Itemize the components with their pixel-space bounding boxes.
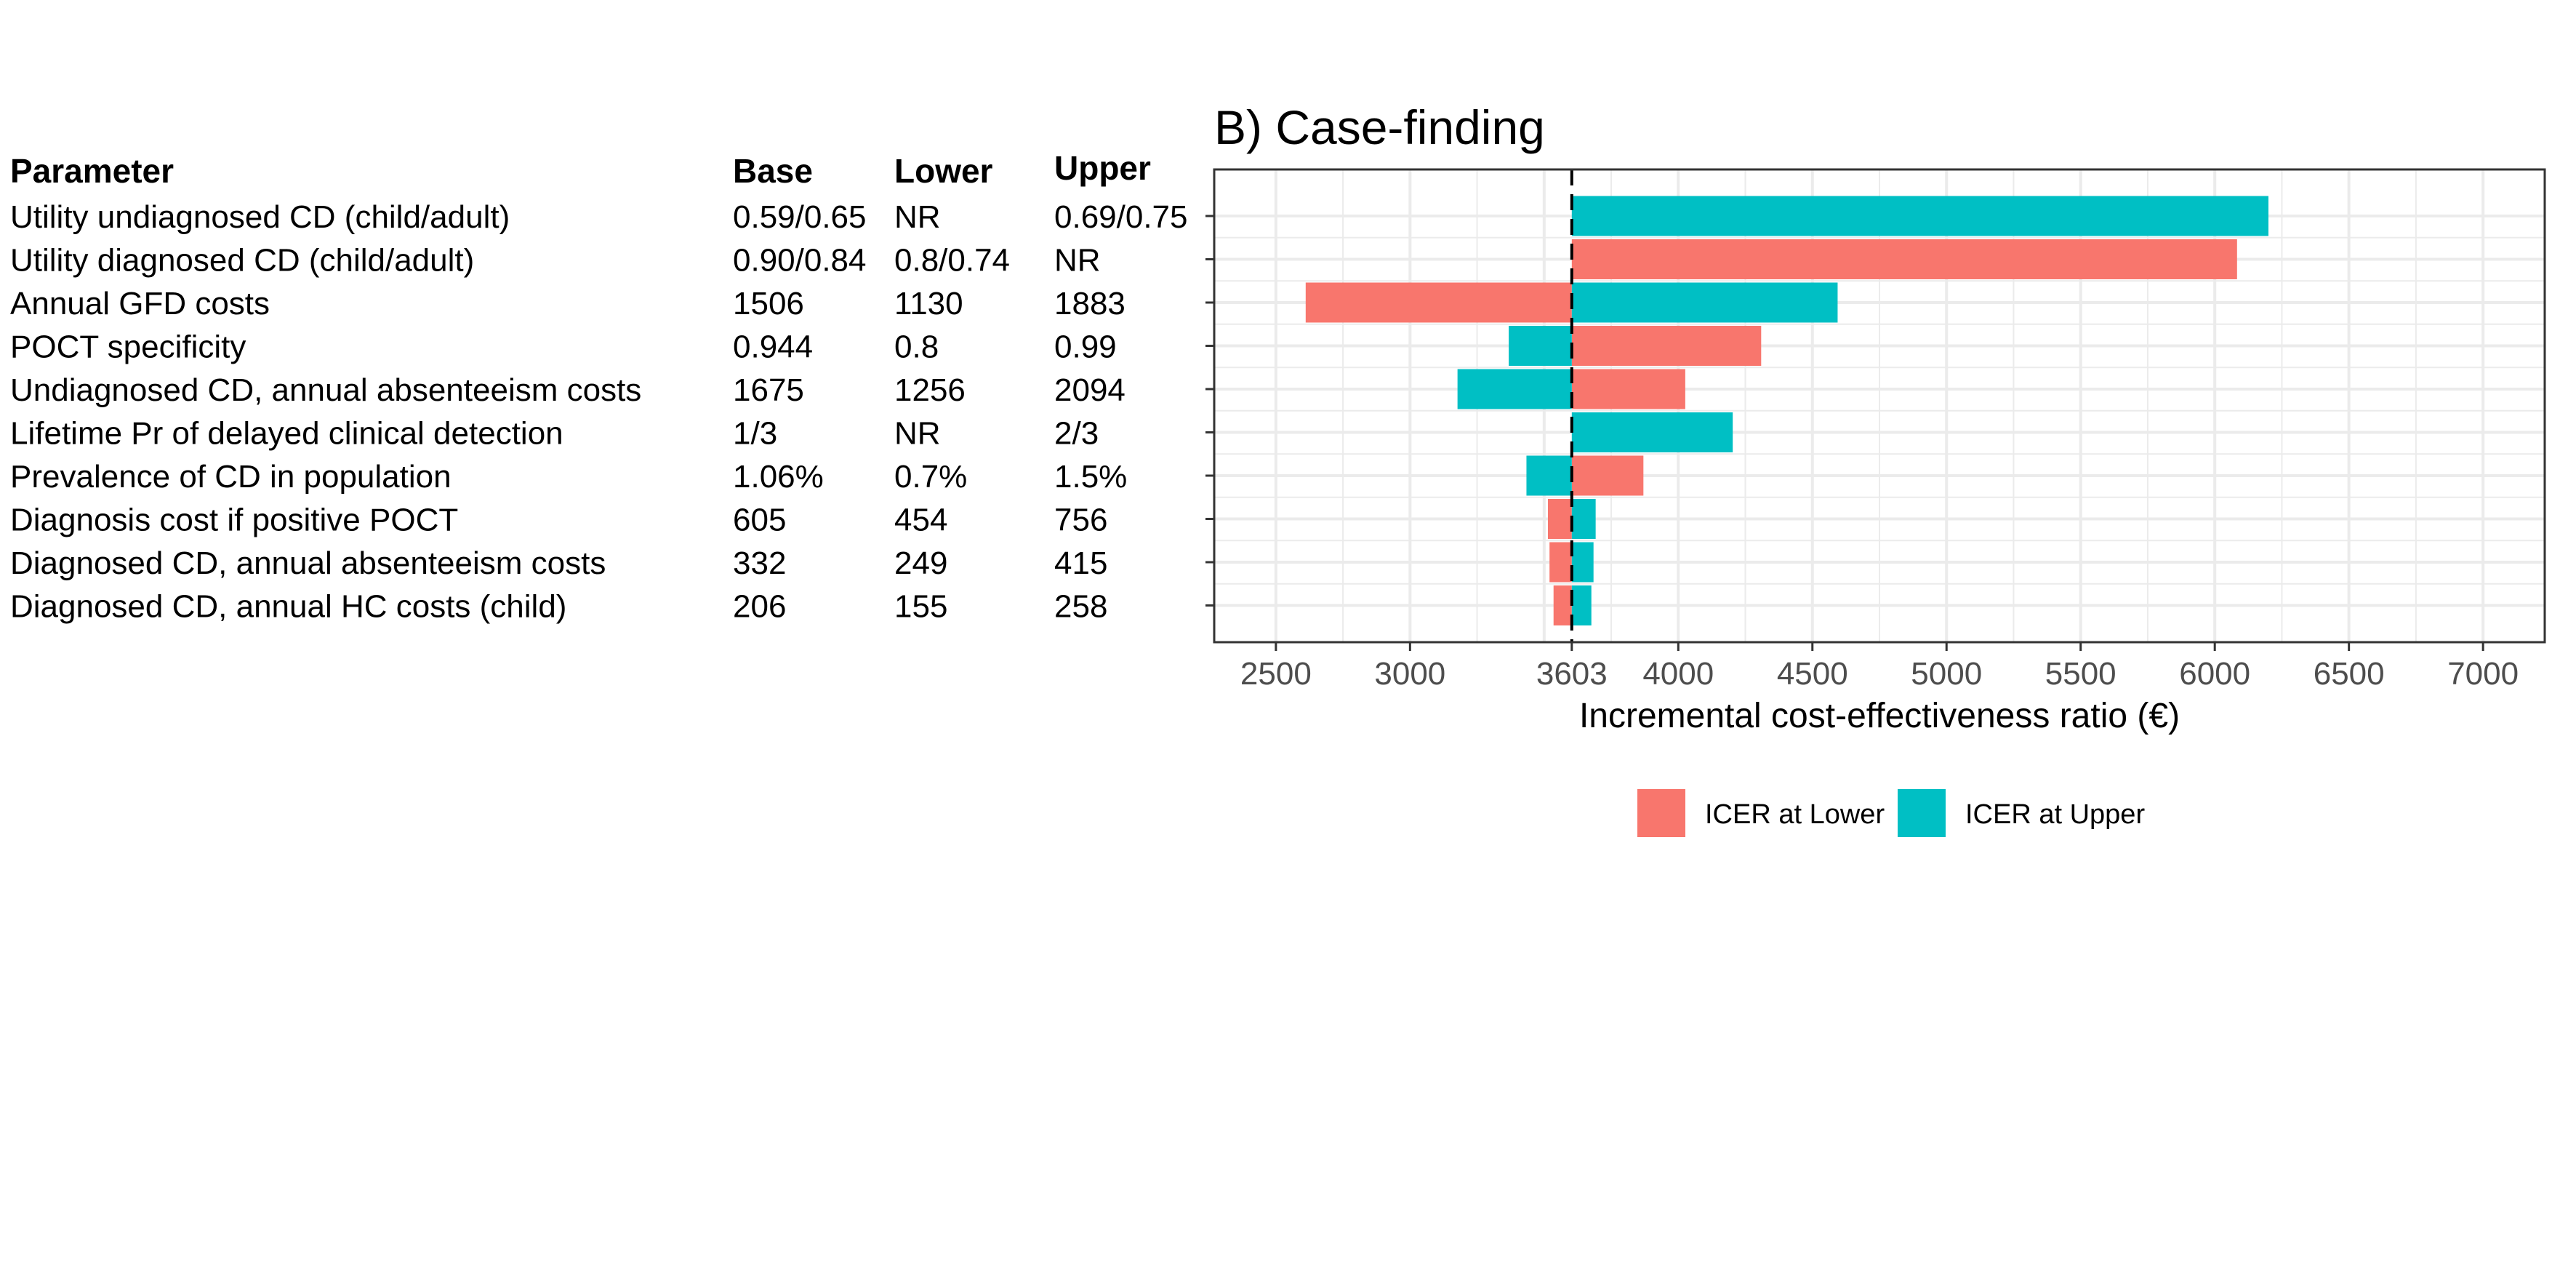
table-cell-parameter: Utility undiagnosed CD (child/adult) [10, 199, 510, 235]
legend: ICER at Lower ICER at Upper [1637, 789, 2145, 837]
table-cell-parameter: Diagnosed CD, annual absenteeism costs [10, 545, 606, 581]
table-cell-upper: 1883 [1054, 286, 1126, 321]
bar-upper-3 [1571, 282, 1838, 323]
bar-lower-3 [1305, 282, 1572, 323]
tornado-chart: B) Case-finding 2500 3000 3603 4000 4500 5000… [1205, 100, 2546, 735]
bar-lower-10 [1553, 585, 1572, 625]
table-cell-parameter: Diagnosed CD, annual HC costs (child) [10, 589, 566, 625]
table-cell-lower: 454 [894, 503, 947, 538]
table-cell-parameter: Undiagnosed CD, annual absenteeism costs [10, 372, 641, 408]
table-cell-upper: 2094 [1054, 372, 1126, 408]
table-cell-upper: 1.5% [1054, 459, 1127, 495]
table-cell-upper: 0.69/0.75 [1054, 199, 1188, 235]
parameter-table: Parameter Base Lower Upper Utility undia… [10, 149, 1188, 625]
x-tick-label: 3000 [1374, 656, 1445, 692]
bar-lower-7 [1571, 455, 1644, 496]
bar-lower-4 [1571, 326, 1762, 366]
x-axis-ticks [1275, 642, 2484, 651]
table-cell-base: 1.06% [733, 459, 824, 495]
table-cell-lower: 1130 [894, 286, 963, 321]
y-axis-ticks [1205, 215, 1214, 607]
bar-upper-1 [1571, 196, 2268, 236]
table-cell-lower: 249 [894, 545, 947, 581]
table-cell-base: 0.59/0.65 [733, 199, 867, 235]
x-tick-label: 3603 [1536, 656, 1608, 692]
header-lower: Lower [894, 152, 993, 190]
header-upper: Upper [1054, 149, 1151, 187]
table-cell-upper: 0.99 [1054, 329, 1117, 365]
legend-label-lower: ICER at Lower [1705, 799, 1885, 830]
table-cell-parameter: Annual GFD costs [10, 286, 270, 321]
header-base: Base [733, 152, 813, 190]
table-cell-base: 1675 [733, 372, 804, 408]
table-cell-upper: NR [1054, 243, 1101, 279]
table-cell-upper: 415 [1054, 545, 1107, 581]
x-tick-label: 4000 [1642, 656, 1714, 692]
bar-upper-6 [1571, 412, 1733, 452]
table-cell-lower: 0.7% [894, 459, 967, 495]
table-cell-lower: NR [894, 199, 941, 235]
table-cell-parameter: POCT specificity [10, 329, 246, 365]
table-cell-lower: 1256 [894, 372, 966, 408]
table-cell-upper: 756 [1054, 503, 1107, 538]
table-cell-lower: 0.8 [894, 329, 939, 365]
x-tick-label: 5000 [1911, 656, 1982, 692]
table-cell-base: 605 [733, 503, 786, 538]
bar-upper-9 [1571, 542, 1594, 583]
table-cell-upper: 2/3 [1054, 416, 1099, 452]
table-cell-lower: 0.8/0.74 [894, 243, 1010, 279]
bar-upper-7 [1526, 455, 1572, 496]
bar-upper-5 [1457, 369, 1572, 409]
legend-swatch-lower [1637, 789, 1685, 837]
x-axis-tick-labels: 2500 3000 3603 4000 4500 5000 5500 6000 6500 7000 [1240, 656, 2519, 692]
bar-upper-4 [1509, 326, 1572, 366]
table-cell-lower: NR [894, 416, 941, 452]
table-cell-base: 332 [733, 545, 786, 581]
bar-upper-8 [1571, 499, 1596, 539]
table-cell-base: 0.944 [733, 329, 813, 365]
chart-title: B) Case-finding [1214, 100, 1545, 154]
legend-swatch-upper [1898, 789, 1946, 837]
table-cell-base: 1/3 [733, 416, 777, 452]
table-cell-base: 0.90/0.84 [733, 243, 867, 279]
table-cell-parameter: Diagnosis cost if positive POCT [10, 503, 458, 538]
x-tick-label: 4500 [1777, 656, 1848, 692]
x-tick-label: 6500 [2314, 656, 2385, 692]
table-rows: Utility undiagnosed CD (child/adult) 0.59… [10, 199, 1188, 625]
x-axis-title: Incremental cost-effectiveness ratio (€) [1579, 697, 2180, 735]
bar-lower-8 [1547, 499, 1572, 539]
x-tick-label: 2500 [1240, 656, 1312, 692]
table-cell-parameter: Prevalence of CD in population [10, 459, 452, 495]
header-parameter: Parameter [10, 152, 174, 190]
x-tick-label: 7000 [2447, 656, 2519, 692]
bar-lower-5 [1571, 369, 1685, 409]
plot-panel-border [1213, 168, 2546, 644]
table-cell-parameter: Lifetime Pr of delayed clinical detectio… [10, 416, 563, 452]
table-cell-upper: 258 [1054, 589, 1107, 625]
x-tick-label: 5500 [2045, 656, 2116, 692]
table-cell-base: 1506 [733, 286, 804, 321]
bar-upper-10 [1571, 585, 1592, 625]
table-cell-lower: 155 [894, 589, 947, 625]
legend-label-upper: ICER at Upper [1965, 799, 2145, 830]
table-cell-parameter: Utility diagnosed CD (child/adult) [10, 243, 474, 279]
x-tick-label: 6000 [2179, 656, 2250, 692]
bar-lower-2 [1571, 239, 2237, 279]
bars [1305, 196, 2268, 625]
table-cell-base: 206 [733, 589, 786, 625]
bar-lower-9 [1549, 542, 1572, 583]
